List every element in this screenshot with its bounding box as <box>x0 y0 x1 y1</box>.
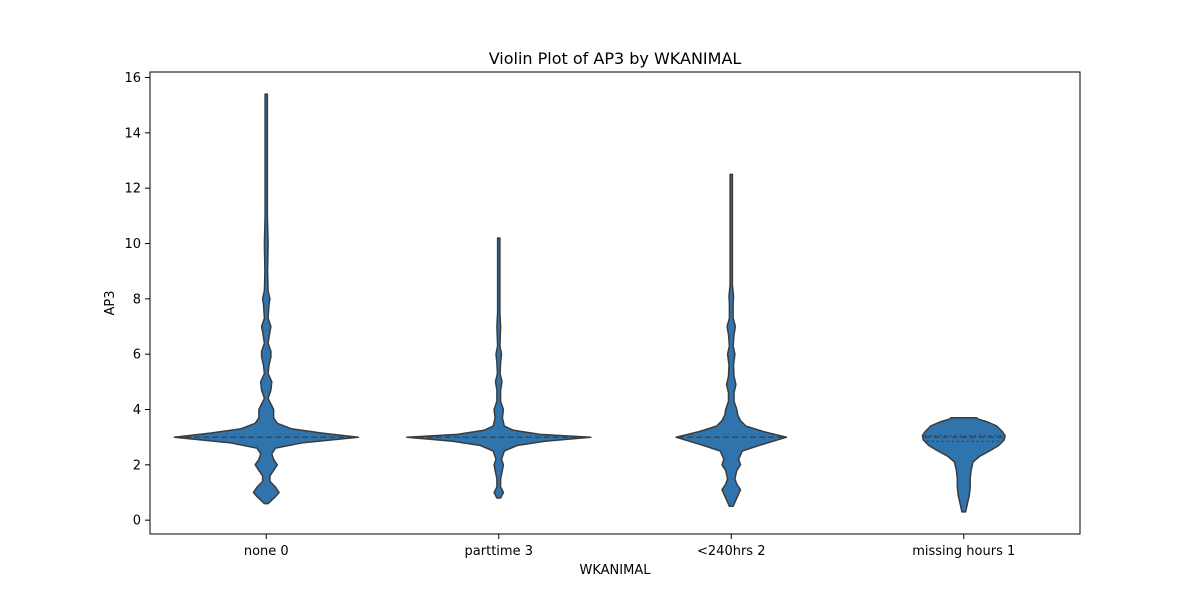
y-tick-label: 4 <box>133 403 141 418</box>
violin-2 <box>406 237 592 499</box>
violin-body <box>675 173 788 508</box>
y-tick-label: 14 <box>124 126 141 141</box>
y-axis: 0 2 4 6 8 10 12 14 16 <box>124 71 150 529</box>
violin-body <box>173 93 360 505</box>
y-tick-label: 6 <box>133 348 141 363</box>
chart-title: Violin Plot of AP3 by WKANIMAL <box>489 49 742 68</box>
y-tick-label: 0 <box>133 514 141 529</box>
x-tick-label: parttime 3 <box>465 544 533 559</box>
y-tick-label: 8 <box>133 292 141 307</box>
y-tick-label: 12 <box>124 182 141 197</box>
x-axis-label: WKANIMAL <box>580 563 652 578</box>
y-tick-label: 2 <box>133 458 141 473</box>
violin-body <box>406 237 592 499</box>
y-tick-label: 16 <box>124 71 141 86</box>
violin-1 <box>173 93 360 505</box>
violin-3 <box>675 173 788 508</box>
violin-4 <box>921 417 1006 513</box>
x-tick-label: missing hours 1 <box>912 544 1015 559</box>
y-axis-label: AP3 <box>103 290 118 315</box>
x-tick-label: none 0 <box>244 544 289 559</box>
violins-layer <box>173 93 1006 513</box>
plot-frame <box>149 71 1081 535</box>
y-tick-label: 10 <box>124 237 141 252</box>
x-tick-label: <240hrs 2 <box>697 544 765 559</box>
x-axis: none 0 parttime 3 <240hrs 2 missing hours 1 <box>244 534 1015 559</box>
